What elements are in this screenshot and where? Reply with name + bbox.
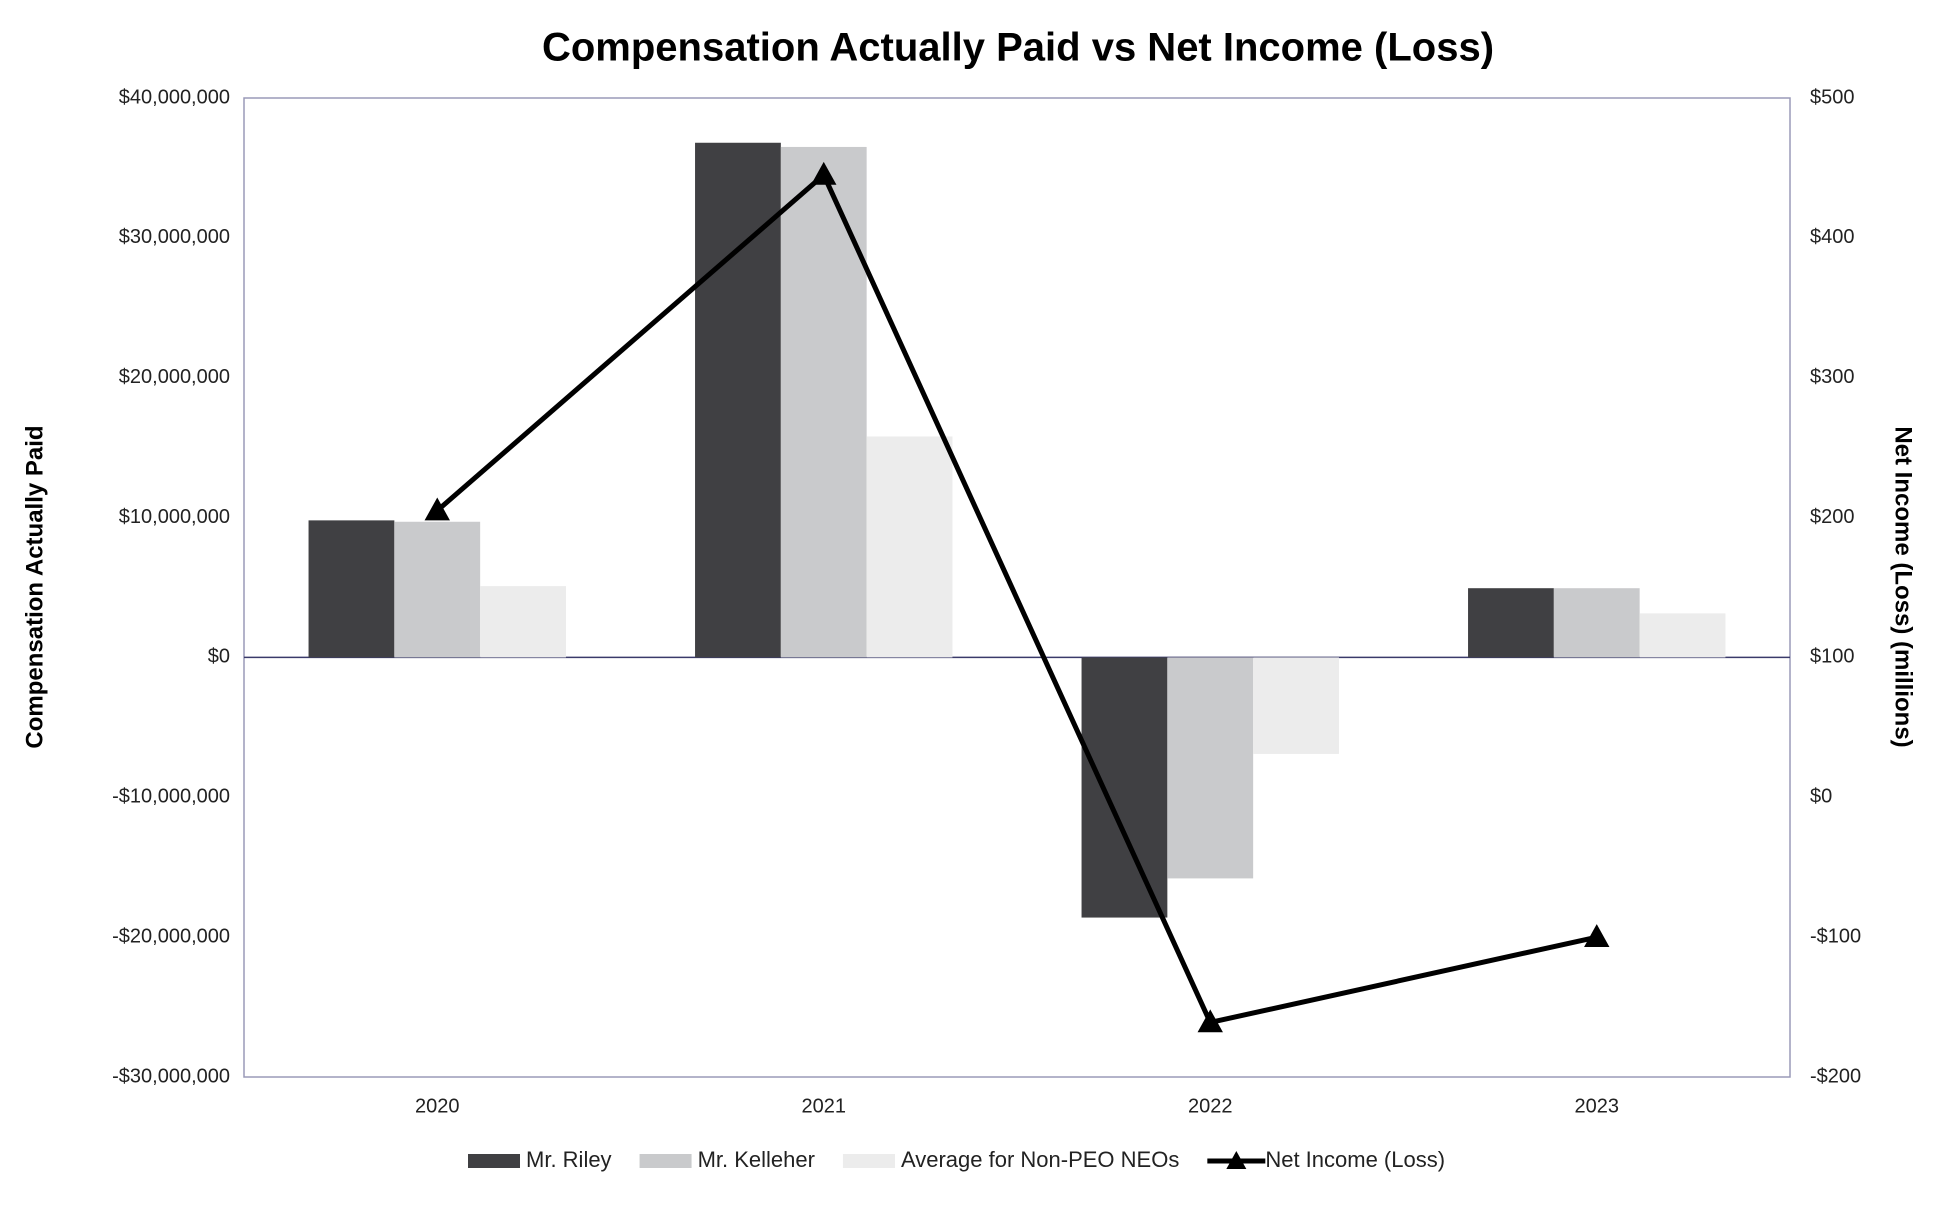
bar — [1253, 657, 1339, 754]
y-tick-label: $30,000,000 — [119, 226, 230, 248]
chart-title: Compensation Actually Paid vs Net Income… — [542, 26, 1494, 70]
bar — [1081, 657, 1168, 918]
bar — [480, 586, 566, 658]
bar — [866, 436, 953, 658]
legend-swatch — [639, 1154, 692, 1168]
x-tick-label: 2023 — [1575, 1095, 1620, 1117]
y2-tick-label: -$100 — [1810, 925, 1861, 947]
y2-tick-label: -$200 — [1810, 1065, 1861, 1087]
legend-swatch — [1226, 1151, 1247, 1169]
bar — [394, 521, 481, 658]
bar — [1468, 588, 1554, 658]
plot-frame — [243, 97, 1791, 1078]
marker — [1197, 1009, 1223, 1033]
y-tick-label: $0 — [208, 646, 230, 668]
y2-axis-title: Net Income (Loss) (millions) — [1890, 426, 1917, 747]
y-tick-label: $10,000,000 — [119, 506, 230, 528]
x-tick-label: 2020 — [415, 1095, 460, 1117]
marker — [811, 161, 837, 185]
bar — [1167, 657, 1254, 879]
legend-label: Mr. Riley — [526, 1147, 612, 1172]
legend-swatch — [842, 1154, 895, 1168]
line — [435, 172, 1598, 1025]
y-tick-label: -$10,000,000 — [112, 786, 230, 808]
y2-tick-label: $300 — [1810, 366, 1855, 388]
y-axis-title: Compensation Actually Paid — [21, 425, 48, 748]
bar — [1553, 588, 1640, 658]
bar — [780, 146, 867, 658]
bar — [1639, 613, 1726, 658]
legend-label: Mr. Kelleher — [698, 1147, 815, 1172]
bar — [695, 142, 781, 658]
y-tick-label: $20,000,000 — [119, 366, 230, 388]
y2-tick-label: $0 — [1810, 786, 1832, 808]
x-tick-label: 2022 — [1188, 1095, 1233, 1117]
legend-swatch — [468, 1154, 520, 1168]
y-tick-label: -$20,000,000 — [112, 925, 230, 947]
bar — [308, 520, 395, 658]
x-tick-label: 2021 — [802, 1095, 847, 1117]
y2-tick-label: $400 — [1810, 226, 1855, 248]
legend-label: Average for Non-PEO NEOs — [901, 1147, 1179, 1172]
marker — [1584, 924, 1610, 947]
y2-tick-label: $200 — [1810, 506, 1855, 528]
marker — [424, 497, 450, 521]
y-tick-label: $40,000,000 — [119, 86, 230, 108]
y2-tick-label: $100 — [1810, 646, 1855, 668]
y-tick-label: -$30,000,000 — [112, 1065, 230, 1087]
y2-tick-label: $500 — [1810, 86, 1855, 108]
legend-label: Net Income (Loss) — [1265, 1147, 1445, 1172]
